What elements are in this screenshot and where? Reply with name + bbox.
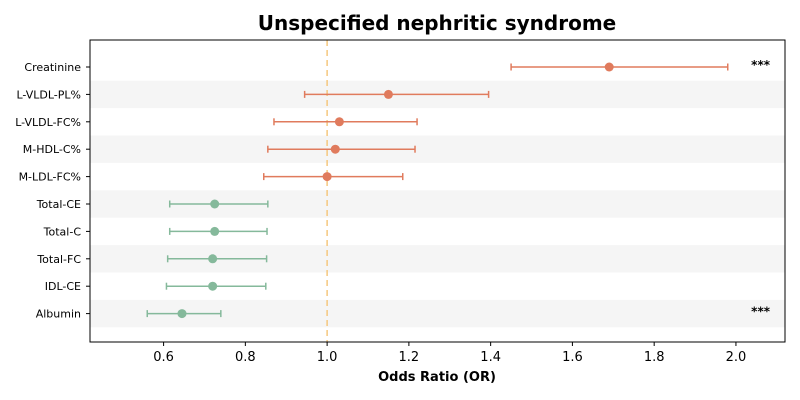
x-axis-title: Odds Ratio (OR): [378, 370, 496, 385]
or-point: [208, 254, 218, 264]
y-tick-label: M-HDL-C%: [23, 143, 81, 156]
or-point: [604, 62, 614, 72]
significance-marker: ***: [751, 305, 771, 319]
x-tick-label: 1.6: [562, 350, 583, 365]
y-tick-label: Albumin: [36, 308, 81, 321]
x-tick-label: 0.6: [153, 350, 174, 365]
x-tick-label: 1.0: [317, 350, 338, 365]
y-tick-label: Total-CE: [36, 198, 81, 211]
y-tick-label: IDL-CE: [45, 280, 81, 293]
or-point: [210, 226, 220, 236]
odds-ratio-points-group: [177, 62, 614, 319]
y-tick-label: Total-C: [43, 225, 82, 238]
significance-marker: ***: [751, 58, 771, 72]
x-tick-label: 1.2: [399, 350, 420, 365]
or-point: [208, 281, 218, 291]
chart-title: Unspecified nephritic syndrome: [258, 11, 616, 35]
y-tick-label: L-VLDL-FC%: [15, 116, 81, 129]
or-point: [177, 309, 187, 319]
y-tick-label: Creatinine: [24, 61, 81, 74]
significance-markers-group: *** ***: [751, 58, 771, 319]
y-tick-label: Total-FC: [36, 253, 81, 266]
x-axis-ticks-group: 0.6 0.8 1.0 1.2 1.4 1.6 1.8 2.0: [153, 342, 746, 365]
y-tick-label: M-LDL-FC%: [19, 171, 81, 184]
confidence-intervals-group: [146, 63, 729, 318]
x-tick-label: 1.4: [480, 350, 501, 365]
x-tick-label: 2.0: [726, 350, 747, 365]
x-tick-label: 1.8: [644, 350, 665, 365]
y-tick-label: L-VLDL-PL%: [16, 88, 81, 101]
plot-frame: [89, 39, 786, 343]
or-point: [322, 172, 332, 182]
or-point: [330, 144, 340, 154]
x-tick-label: 0.8: [235, 350, 256, 365]
or-point: [334, 117, 344, 127]
or-point: [210, 199, 220, 209]
row-shade: [90, 135, 785, 163]
y-axis-labels-group: Creatinine L-VLDL-PL% L-VLDL-FC% M-HDL-C% M-…: [15, 61, 90, 321]
or-point: [383, 89, 393, 99]
